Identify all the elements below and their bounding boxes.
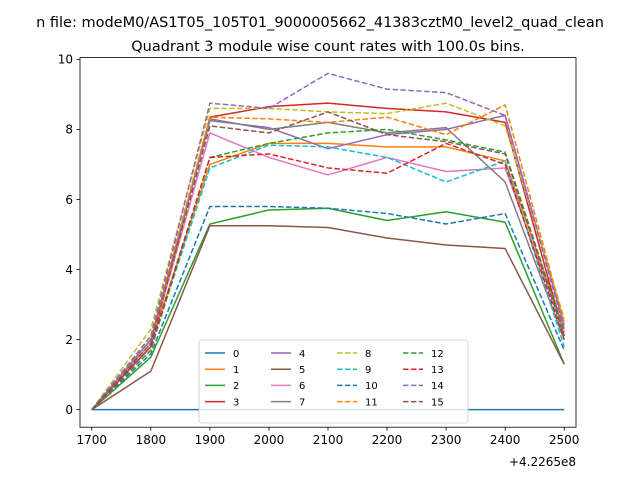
legend-box bbox=[198, 339, 469, 424]
y-tick-label: 6 bbox=[65, 193, 73, 207]
y-tick-label: 8 bbox=[65, 123, 73, 137]
x-axis-offset-label: +4.2265e8 bbox=[509, 455, 576, 469]
legend-label-12: 12 bbox=[431, 349, 444, 360]
x-tick-label: 1900 bbox=[195, 433, 226, 447]
x-tick-label: 1800 bbox=[136, 433, 167, 447]
x-tick-label: 2300 bbox=[431, 433, 462, 447]
x-tick-label: 2100 bbox=[313, 433, 344, 447]
legend-label-9: 9 bbox=[365, 365, 371, 376]
plot-area: 1700 1800 1900 2000 2100 2200 2300 2400 25000246… bbox=[58, 53, 580, 448]
legend-label-4: 4 bbox=[299, 349, 305, 360]
x-tick-label: 2400 bbox=[490, 433, 521, 447]
x-tick-label: 1700 bbox=[77, 433, 108, 447]
legend-label-8: 8 bbox=[365, 349, 371, 360]
legend-label-6: 6 bbox=[299, 381, 305, 392]
x-tick-label: 2000 bbox=[254, 433, 285, 447]
legend-label-3: 3 bbox=[233, 397, 239, 408]
y-tick-label: 10 bbox=[58, 53, 73, 67]
legend-label-11: 11 bbox=[365, 397, 378, 408]
series-line-9 bbox=[91, 144, 565, 411]
legend-label-1: 1 bbox=[233, 365, 239, 376]
y-tick-label: 2 bbox=[65, 333, 73, 347]
series-line-14 bbox=[91, 72, 565, 411]
legend-label-15: 15 bbox=[431, 397, 444, 408]
legend-label-0: 0 bbox=[233, 349, 239, 360]
chart-title: Quadrant 3 module wise count rates with … bbox=[131, 39, 525, 55]
series-line-3 bbox=[91, 102, 565, 411]
series-line-13 bbox=[91, 142, 565, 411]
series-line-5 bbox=[91, 225, 565, 411]
series-line-11 bbox=[91, 104, 565, 411]
legend-label-10: 10 bbox=[365, 381, 378, 392]
legend-label-5: 5 bbox=[299, 365, 305, 376]
y-tick-label: 4 bbox=[65, 263, 73, 277]
figure-suptitle: n file: modeM0/AS1T05_105T01_9000005662_… bbox=[36, 15, 604, 31]
y-tick-label: 0 bbox=[65, 403, 73, 417]
x-tick-label: 2200 bbox=[372, 433, 403, 447]
legend-label-2: 2 bbox=[233, 381, 239, 392]
legend-label-7: 7 bbox=[299, 397, 305, 408]
legend-label-13: 13 bbox=[431, 365, 444, 376]
x-tick-label: 2500 bbox=[549, 433, 580, 447]
legend-label-14: 14 bbox=[431, 381, 444, 392]
series-line-15 bbox=[91, 111, 565, 411]
series-line-10 bbox=[91, 205, 565, 411]
